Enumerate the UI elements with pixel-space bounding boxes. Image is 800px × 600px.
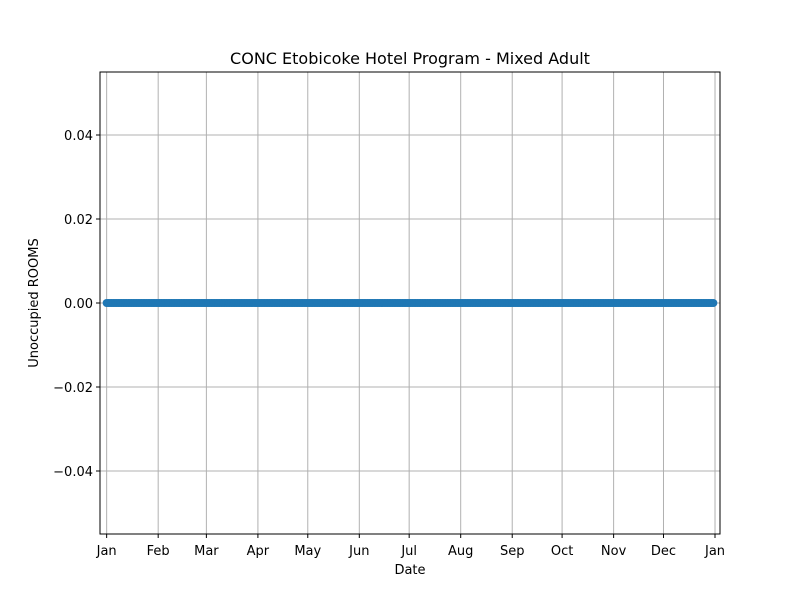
x-tick-label: Sep xyxy=(500,544,525,559)
y-tick-label: −0.02 xyxy=(53,381,93,396)
x-tick-label: Aug xyxy=(448,544,473,559)
x-tick-label: Feb xyxy=(147,544,170,559)
y-axis-label: Unoccupied ROOMS xyxy=(27,238,42,367)
y-tick-label: 0.04 xyxy=(64,129,93,144)
x-axis-label: Date xyxy=(394,563,425,578)
y-tick-label: 0.02 xyxy=(64,213,93,228)
x-tick-label: Jan xyxy=(704,544,725,559)
x-tick-label: Nov xyxy=(601,544,627,559)
y-tick-label: 0.00 xyxy=(64,297,93,312)
x-tick-label: Oct xyxy=(551,544,573,559)
data-series xyxy=(102,299,718,307)
x-tick-label: Jun xyxy=(348,544,369,559)
x-tick-label: Apr xyxy=(247,544,270,559)
x-tick-label: Jul xyxy=(400,544,417,559)
x-tick-label: Mar xyxy=(194,544,219,559)
x-tick-label: May xyxy=(294,544,321,559)
chart-title: CONC Etobicoke Hotel Program - Mixed Adu… xyxy=(230,49,590,68)
axis-ticks: Jan Feb Mar Apr May Jun Jul Aug Sep Oct Nov Dec Jan 0… xyxy=(53,129,725,559)
x-tick-label: Dec xyxy=(651,544,676,559)
data-point xyxy=(709,299,718,307)
y-tick-label: −0.04 xyxy=(53,465,93,480)
x-tick-label: Jan xyxy=(96,544,117,559)
